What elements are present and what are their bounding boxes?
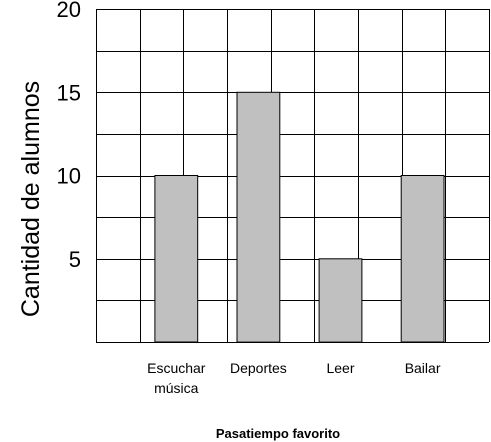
y-tick-label: 15 (57, 80, 81, 105)
chart-bars (154, 91, 445, 343)
x-tick-label-line: música (154, 380, 199, 396)
x-tick-label-line: Deportes (230, 360, 287, 376)
bar (236, 91, 281, 343)
y-axis-title: Cantidad de alumnos (17, 81, 45, 317)
y-tick-label: 5 (69, 247, 81, 272)
x-tick-labels: Escuchar música Deportes Leer Bailar (147, 360, 441, 396)
bar (400, 175, 445, 343)
y-tick-labels: 5 10 15 20 (57, 0, 81, 272)
x-tick-label: Bailar (405, 360, 441, 376)
x-tick-label: Deportes (230, 360, 287, 376)
x-axis-title: Pasatiempo favorito (216, 426, 340, 441)
x-tick-label-line: Bailar (405, 360, 441, 376)
x-tick-label: Leer (326, 360, 354, 376)
x-tick-label: Escuchar música (147, 360, 206, 396)
bar (318, 258, 363, 343)
y-tick-label: 20 (57, 0, 81, 22)
y-tick-label: 10 (57, 164, 81, 189)
bar (154, 175, 199, 343)
x-tick-label-line: Escuchar (147, 360, 206, 376)
x-tick-label-line: Leer (326, 360, 354, 376)
